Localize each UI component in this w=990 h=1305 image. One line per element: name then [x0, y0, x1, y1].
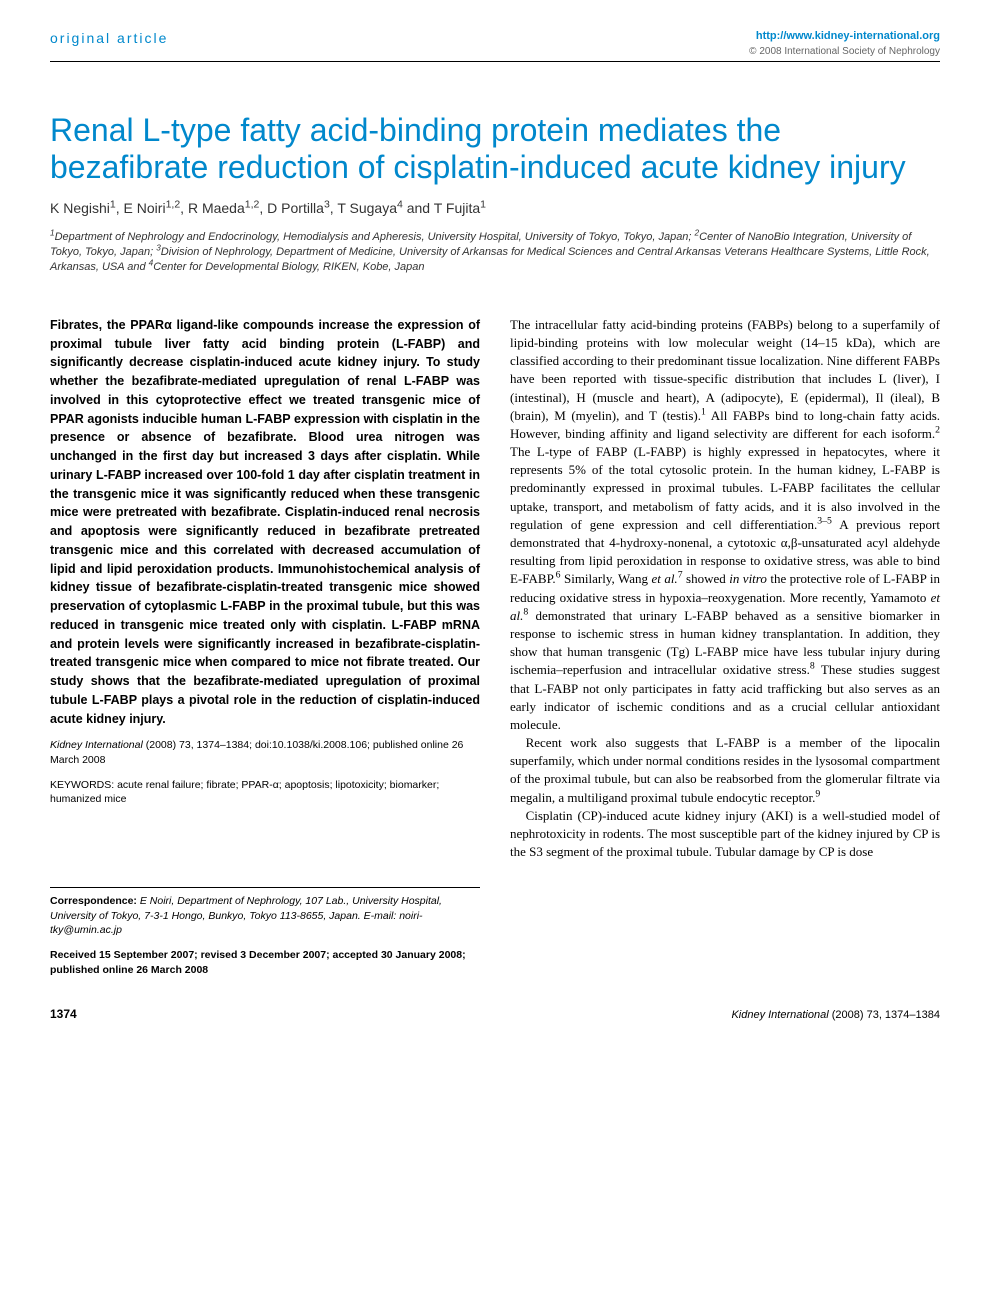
footer-journal: Kidney International	[731, 1009, 828, 1021]
article-type-label: original article	[50, 30, 168, 46]
citation-pages: 1374–1384;	[197, 739, 252, 751]
journal-url[interactable]: http://www.kidney-international.org	[749, 30, 940, 42]
abstract-text: Fibrates, the PPARα ligand-like compound…	[50, 316, 480, 729]
body-paragraph: Cisplatin (CP)-induced acute kidney inju…	[510, 807, 940, 862]
keywords: KEYWORDS: acute renal failure; fibrate; …	[50, 778, 480, 807]
left-column: Fibrates, the PPARα ligand-like compound…	[50, 316, 480, 978]
copyright-text: © 2008 International Society of Nephrolo…	[749, 46, 940, 57]
footer-cite-detail: (2008) 73, 1374–1384	[832, 1009, 940, 1021]
two-column-layout: Fibrates, the PPARα ligand-like compound…	[50, 316, 940, 978]
body-paragraph: The intracellular fatty acid-binding pro…	[510, 316, 940, 734]
header-right: http://www.kidney-international.org © 20…	[749, 30, 940, 57]
correspondence: Correspondence: E Noiri, Department of N…	[50, 887, 480, 938]
page-footer: 1374 Kidney International (2008) 73, 137…	[50, 1007, 940, 1021]
page-number: 1374	[50, 1007, 77, 1021]
affiliations: 1Department of Nephrology and Endocrinol…	[50, 230, 940, 276]
right-column-body: The intracellular fatty acid-binding pro…	[510, 316, 940, 978]
journal-name: Kidney International	[50, 739, 143, 751]
citation-block: Kidney International (2008) 73, 1374–138…	[50, 738, 480, 767]
article-title: Renal L-type fatty acid-binding protein …	[50, 112, 940, 186]
footer-citation: Kidney International (2008) 73, 1374–138…	[731, 1009, 940, 1021]
body-paragraph: Recent work also suggests that L-FABP is…	[510, 734, 940, 807]
page-header: original article http://www.kidney-inter…	[50, 30, 940, 62]
citation-year-vol: (2008) 73,	[146, 739, 194, 751]
received-dates: Received 15 September 2007; revised 3 De…	[50, 948, 480, 977]
citation-doi: doi:10.1038/ki.2008.106;	[255, 739, 370, 751]
author-list: K Negishi1, E Noiri1,2, R Maeda1,2, D Po…	[50, 200, 940, 216]
